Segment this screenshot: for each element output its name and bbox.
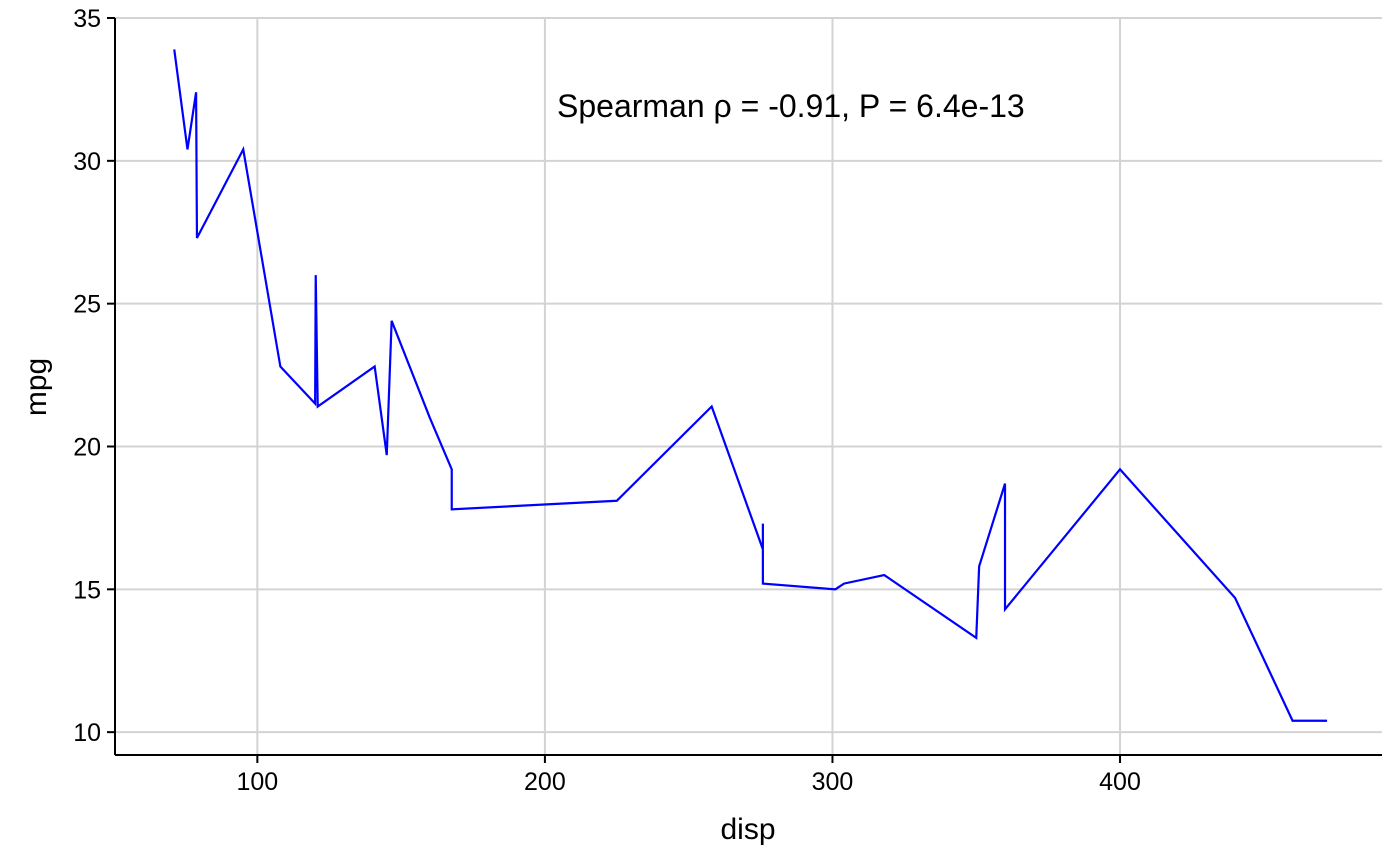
y-axis-title: mpg: [20, 358, 53, 416]
series-line: [173, 49, 1328, 722]
y-tick-label: 25: [73, 291, 101, 319]
x-tick-label: 200: [524, 768, 566, 796]
x-tick-label: 400: [1099, 768, 1141, 796]
x-axis-title: disp: [720, 813, 775, 846]
x-tick-label: 100: [236, 768, 278, 796]
y-tick-label: 35: [73, 5, 101, 33]
x-tick-label: 300: [812, 768, 854, 796]
grid-lines: [115, 17, 1382, 755]
y-tick-label: 10: [73, 719, 101, 747]
y-tick-label: 20: [73, 433, 101, 461]
spearman-annotation: Spearman ρ = -0.91, P = 6.4e-13: [557, 88, 1025, 124]
y-tick-label: 30: [73, 148, 101, 176]
plot-area: [173, 49, 1328, 722]
axes: 100 200 300 400 10 15 20 25 30 35: [73, 5, 1382, 796]
y-tick-label: 15: [73, 576, 101, 604]
